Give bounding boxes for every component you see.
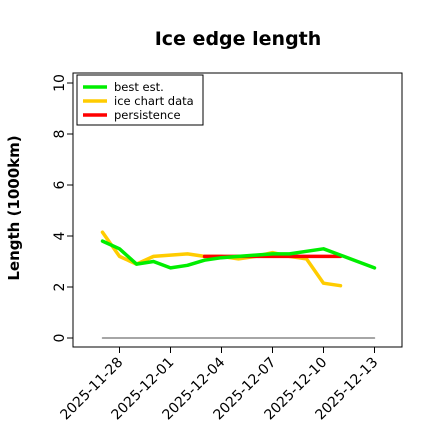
- y-tick-label: 0: [52, 334, 68, 343]
- legend-label: ice chart data: [114, 94, 194, 108]
- y-tick-label: 2: [52, 283, 68, 292]
- y-tick-label: 6: [52, 180, 68, 189]
- legend-label: persistence: [114, 108, 181, 122]
- series-line-best-est: [100, 239, 377, 270]
- chart-title: Ice edge length: [155, 28, 322, 50]
- legend-label: best est.: [114, 80, 164, 94]
- y-tick-label: 4: [52, 231, 68, 240]
- y-axis: 0 2 4 6 8 10: [52, 74, 73, 342]
- x-axis: 2025-11-282025-12-012025-12-042025-12-07…: [57, 347, 381, 423]
- y-axis-label: Length (1000km): [5, 135, 23, 280]
- y-tick-label: 10: [52, 74, 68, 92]
- plot-area: [72, 72, 403, 348]
- y-tick-label: 8: [52, 130, 68, 139]
- series-layer: [100, 230, 377, 339]
